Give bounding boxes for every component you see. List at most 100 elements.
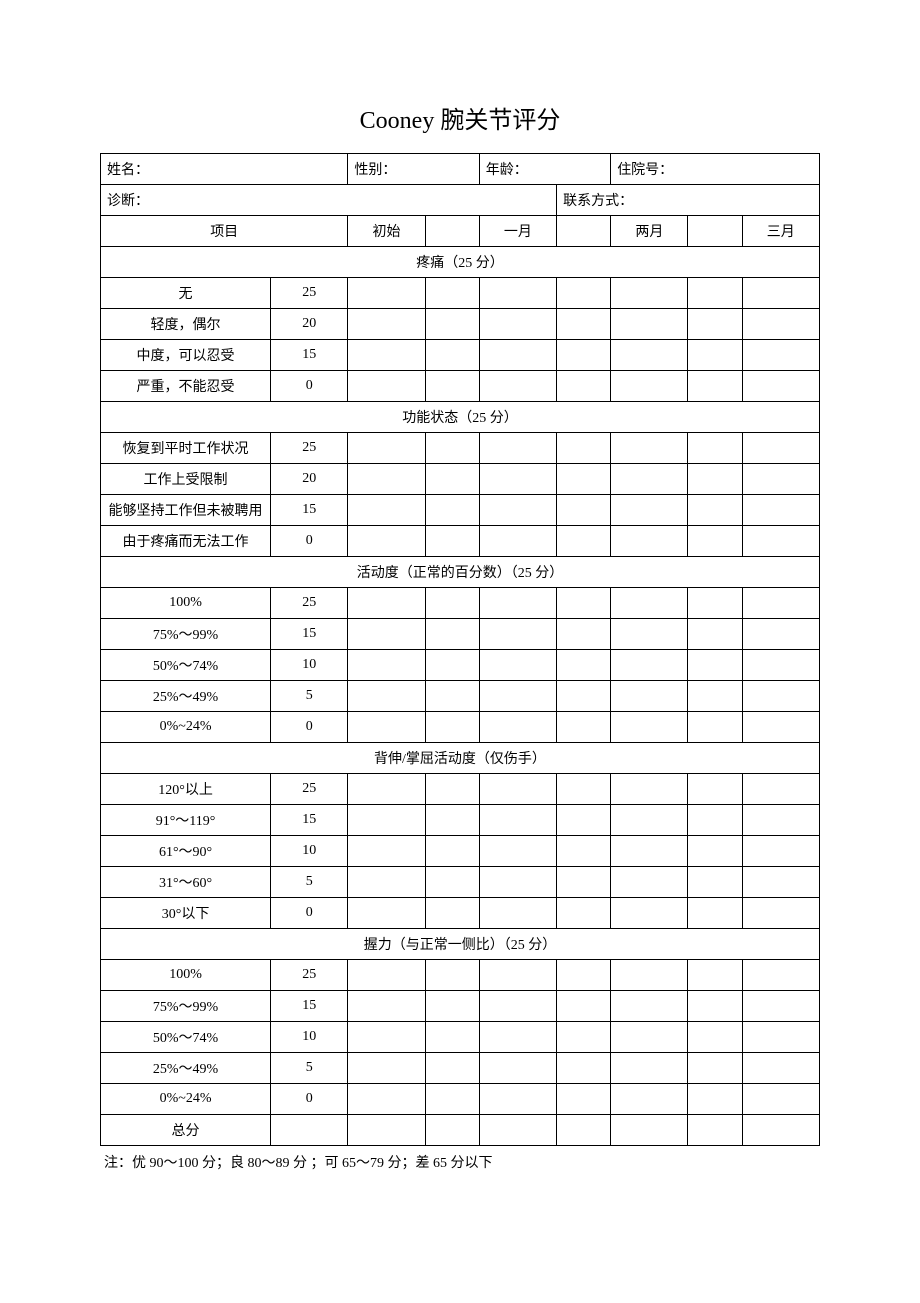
score-cell[interactable] (688, 836, 742, 867)
score-cell[interactable] (611, 278, 688, 309)
score-cell[interactable] (557, 371, 611, 402)
total-b1[interactable] (425, 1115, 479, 1146)
score-cell[interactable] (611, 650, 688, 681)
score-cell[interactable] (742, 433, 819, 464)
score-cell[interactable] (611, 867, 688, 898)
total-b2[interactable] (557, 1115, 611, 1146)
score-cell[interactable] (348, 805, 425, 836)
score-cell[interactable] (557, 712, 611, 743)
score-cell[interactable] (479, 991, 556, 1022)
score-cell[interactable] (479, 898, 556, 929)
score-cell[interactable] (425, 309, 479, 340)
total-m3[interactable] (742, 1115, 819, 1146)
score-cell[interactable] (348, 960, 425, 991)
score-cell[interactable] (688, 278, 742, 309)
score-cell[interactable] (425, 774, 479, 805)
score-cell[interactable] (742, 836, 819, 867)
score-cell[interactable] (348, 712, 425, 743)
score-cell[interactable] (348, 836, 425, 867)
score-cell[interactable] (425, 960, 479, 991)
score-cell[interactable] (688, 1084, 742, 1115)
score-cell[interactable] (611, 371, 688, 402)
score-cell[interactable] (425, 681, 479, 712)
score-cell[interactable] (425, 836, 479, 867)
score-cell[interactable] (557, 867, 611, 898)
score-cell[interactable] (348, 1084, 425, 1115)
score-cell[interactable] (557, 1053, 611, 1084)
score-cell[interactable] (742, 371, 819, 402)
score-cell[interactable] (557, 619, 611, 650)
score-cell[interactable] (742, 774, 819, 805)
score-cell[interactable] (611, 1022, 688, 1053)
score-cell[interactable] (425, 340, 479, 371)
score-cell[interactable] (348, 433, 425, 464)
score-cell[interactable] (611, 588, 688, 619)
score-cell[interactable] (348, 1053, 425, 1084)
score-cell[interactable] (348, 774, 425, 805)
total-b3[interactable] (688, 1115, 742, 1146)
score-cell[interactable] (479, 278, 556, 309)
score-cell[interactable] (348, 867, 425, 898)
score-cell[interactable] (479, 495, 556, 526)
score-cell[interactable] (742, 1022, 819, 1053)
score-cell[interactable] (688, 650, 742, 681)
score-cell[interactable] (348, 681, 425, 712)
score-cell[interactable] (611, 774, 688, 805)
score-cell[interactable] (348, 991, 425, 1022)
score-cell[interactable] (425, 712, 479, 743)
score-cell[interactable] (611, 433, 688, 464)
score-cell[interactable] (425, 650, 479, 681)
score-cell[interactable] (557, 340, 611, 371)
score-cell[interactable] (348, 464, 425, 495)
score-cell[interactable] (479, 774, 556, 805)
score-cell[interactable] (479, 1053, 556, 1084)
score-cell[interactable] (557, 1084, 611, 1115)
score-cell[interactable] (611, 309, 688, 340)
score-cell[interactable] (425, 495, 479, 526)
score-cell[interactable] (425, 1053, 479, 1084)
score-cell[interactable] (742, 464, 819, 495)
score-cell[interactable] (742, 805, 819, 836)
score-cell[interactable] (557, 960, 611, 991)
score-cell[interactable] (479, 371, 556, 402)
total-initial[interactable] (348, 1115, 425, 1146)
score-cell[interactable] (742, 960, 819, 991)
score-cell[interactable] (742, 650, 819, 681)
score-cell[interactable] (611, 464, 688, 495)
score-cell[interactable] (688, 588, 742, 619)
score-cell[interactable] (611, 991, 688, 1022)
score-cell[interactable] (348, 371, 425, 402)
score-cell[interactable] (348, 619, 425, 650)
score-cell[interactable] (688, 526, 742, 557)
score-cell[interactable] (425, 867, 479, 898)
score-cell[interactable] (425, 619, 479, 650)
score-cell[interactable] (348, 588, 425, 619)
score-cell[interactable] (611, 1053, 688, 1084)
score-cell[interactable] (479, 433, 556, 464)
score-cell[interactable] (742, 340, 819, 371)
score-cell[interactable] (557, 898, 611, 929)
score-cell[interactable] (688, 867, 742, 898)
score-cell[interactable] (425, 991, 479, 1022)
score-cell[interactable] (425, 526, 479, 557)
score-cell[interactable] (348, 1022, 425, 1053)
score-cell[interactable] (557, 650, 611, 681)
score-cell[interactable] (348, 650, 425, 681)
score-cell[interactable] (348, 340, 425, 371)
score-cell[interactable] (742, 898, 819, 929)
score-cell[interactable] (611, 960, 688, 991)
score-cell[interactable] (557, 774, 611, 805)
score-cell[interactable] (479, 960, 556, 991)
score-cell[interactable] (557, 681, 611, 712)
score-cell[interactable] (425, 278, 479, 309)
score-cell[interactable] (479, 805, 556, 836)
score-cell[interactable] (479, 650, 556, 681)
score-cell[interactable] (611, 836, 688, 867)
score-cell[interactable] (688, 774, 742, 805)
score-cell[interactable] (742, 712, 819, 743)
score-cell[interactable] (479, 867, 556, 898)
score-cell[interactable] (425, 464, 479, 495)
score-cell[interactable] (479, 526, 556, 557)
score-cell[interactable] (611, 526, 688, 557)
score-cell[interactable] (688, 960, 742, 991)
